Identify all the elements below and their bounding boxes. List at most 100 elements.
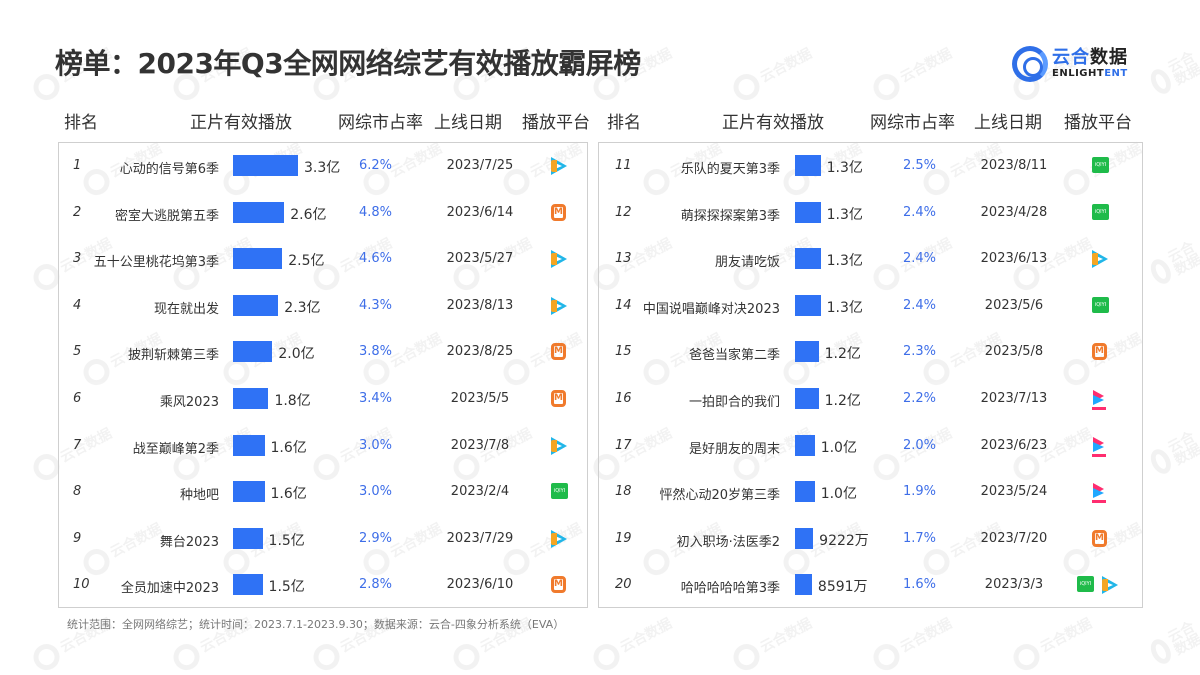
plays-value: 8591万 <box>817 579 868 596</box>
ranking-row: 14 中国说唱巅峰对决2023 1.3亿 2.4% 2023/5/6 iQIYI <box>599 291 1142 321</box>
show-title: 乘风2023 <box>159 395 219 410</box>
header-share-right: 网综市占率 <box>870 113 955 133</box>
ranking-row: 18 怦然心动20岁第三季 1.0亿 1.9% 2023/5/24 <box>599 477 1142 507</box>
watermark-ring-icon <box>1196 554 1200 585</box>
launch-date: 2023/5/24 <box>980 484 1048 500</box>
platform-icons <box>551 296 567 315</box>
ranking-row: 17 是好朋友的周末 1.0亿 2.0% 2023/6/23 <box>599 431 1142 461</box>
watermark-text: 云合数据 <box>757 45 815 87</box>
watermark-text: 云合数据 <box>1165 49 1200 89</box>
rank-number: 9 <box>73 530 82 546</box>
platform-icons <box>551 250 567 269</box>
header-share-left: 网综市占率 <box>338 113 423 133</box>
plays-bar <box>795 434 815 456</box>
plays-bar <box>795 481 815 503</box>
show-title: 五十公里桃花坞第3季 <box>93 255 219 271</box>
watermark-ring-icon <box>868 69 905 105</box>
watermark-ring-icon <box>1146 65 1175 98</box>
platform-icons: iQIYI <box>1092 203 1109 220</box>
plays-value: 1.2亿 <box>824 393 861 409</box>
launch-date: 2023/5/5 <box>450 391 510 406</box>
rank-number: 4 <box>73 297 82 313</box>
watermark-logo: 云合数据 <box>1146 239 1200 288</box>
logo-en-blue: ENT <box>1104 68 1128 79</box>
tencent-video-icon <box>551 529 567 548</box>
launch-date: 2023/8/13 <box>446 297 514 313</box>
watermark-text: 云合数据 <box>897 615 955 657</box>
watermark-logo: 云合数据 <box>868 611 957 675</box>
market-share: 4.6% <box>359 251 393 267</box>
launch-date: 2023/7/29 <box>446 530 514 546</box>
page-title: 榜单：2023年Q3全网网络综艺有效播放霸屏榜 <box>55 47 641 80</box>
rank-number: 3 <box>73 251 82 267</box>
mango-tv-icon <box>551 203 566 221</box>
tencent-video-icon <box>551 296 567 315</box>
watermark-logo: 云合数据 <box>1146 429 1200 478</box>
market-share: 2.0% <box>903 437 937 453</box>
header-platform-left: 播放平台 <box>522 113 590 133</box>
plays-bar <box>233 434 265 456</box>
watermark-text: 云合数据 <box>1165 239 1200 279</box>
show-title: 乐队的夏天第3季 <box>680 162 780 177</box>
rank-number: 1 <box>73 158 82 173</box>
show-title: 舞台2023 <box>159 534 219 550</box>
show-title: 初入职场·法医季2 <box>676 534 780 550</box>
market-share: 2.4% <box>903 297 937 313</box>
watermark-ring-icon <box>588 639 625 675</box>
iqiyi-icon: iQIYI <box>1092 203 1109 220</box>
platform-icons <box>1092 436 1106 457</box>
watermark-logo: 云合数据 <box>868 41 957 105</box>
plays-value: 1.3亿 <box>826 299 863 316</box>
platform-icons <box>551 343 566 361</box>
ranking-row: 12 萌探探探案第3季 1.3亿 2.4% 2023/4/28 iQIYI <box>599 198 1142 228</box>
watermark-text: 云合数据 <box>617 615 675 657</box>
platform-icons: iQIYI <box>1092 296 1109 313</box>
plays-value: 1.3亿 <box>826 253 863 270</box>
platform-icons: iQIYI <box>551 483 568 500</box>
market-share: 3.0% <box>359 437 393 453</box>
show-title: 怦然心动20岁第三季 <box>659 488 780 504</box>
plays-bar <box>233 388 269 409</box>
launch-date: 2023/6/23 <box>980 437 1048 453</box>
ranking-row: 7 战至巅峰第2季 1.6亿 3.0% 2023/7/8 <box>59 431 587 461</box>
plays-value: 2.0亿 <box>278 346 315 363</box>
header-plays-right: 正片有效播放 <box>722 113 824 133</box>
watermark-logo: 云合数据 <box>1189 338 1200 408</box>
show-title: 是好朋友的周末 <box>688 441 780 457</box>
plays-value: 1.3亿 <box>826 206 863 223</box>
watermark-ring-icon <box>868 639 905 675</box>
platform-icons <box>1092 343 1107 361</box>
show-title: 爸爸当家第二季 <box>688 348 780 364</box>
brand-logo: 云合数据 ENLIGHTENT <box>1012 46 1128 82</box>
iqiyi-icon: iQIYI <box>1077 576 1094 593</box>
market-share: 2.3% <box>903 344 937 360</box>
ranking-row: 4 现在就出发 2.3亿 4.3% 2023/8/13 <box>59 291 587 321</box>
show-title: 战至巅峰第2季 <box>132 441 219 457</box>
watermark-logo: 云合数据 <box>1189 528 1200 598</box>
watermark-text: 云合数据 <box>1165 619 1200 659</box>
launch-date: 2023/7/25 <box>446 158 514 173</box>
rank-number: 10 <box>73 577 90 593</box>
header-date-left: 上线日期 <box>434 113 502 133</box>
platform-icons: iQIYI <box>1077 576 1118 595</box>
header-platform-right: 播放平台 <box>1064 113 1132 133</box>
watermark-ring-icon <box>1008 639 1045 675</box>
platform-icons: iQIYI <box>1092 157 1109 173</box>
market-share: 2.9% <box>359 530 393 546</box>
show-title: 心动的信号第6季 <box>119 162 219 177</box>
watermark-logo: 云合数据 <box>588 611 677 675</box>
watermark-logo: 云合数据 <box>728 611 817 675</box>
platform-icons <box>551 436 567 455</box>
ranking-row: 1 心动的信号第6季 3.3亿 6.2% 2023/7/25 <box>59 151 587 181</box>
ranking-row: 8 种地吧 1.6亿 3.0% 2023/2/4 iQIYI <box>59 477 587 507</box>
watermark-ring-icon <box>308 639 345 675</box>
show-title: 密室大逃脱第五季 <box>114 208 219 224</box>
logo-cn-dark: 数据 <box>1090 47 1128 68</box>
ranking-row: 19 初入职场·法医季2 9222万 1.7% 2023/7/20 <box>599 524 1142 554</box>
platform-icons <box>551 529 567 548</box>
plays-bar <box>233 248 283 270</box>
launch-date: 2023/3/3 <box>984 577 1044 593</box>
watermark-text: 云合数据 <box>1165 429 1200 469</box>
show-title: 种地吧 <box>179 488 219 504</box>
show-title: 一拍即合的我们 <box>688 395 780 410</box>
